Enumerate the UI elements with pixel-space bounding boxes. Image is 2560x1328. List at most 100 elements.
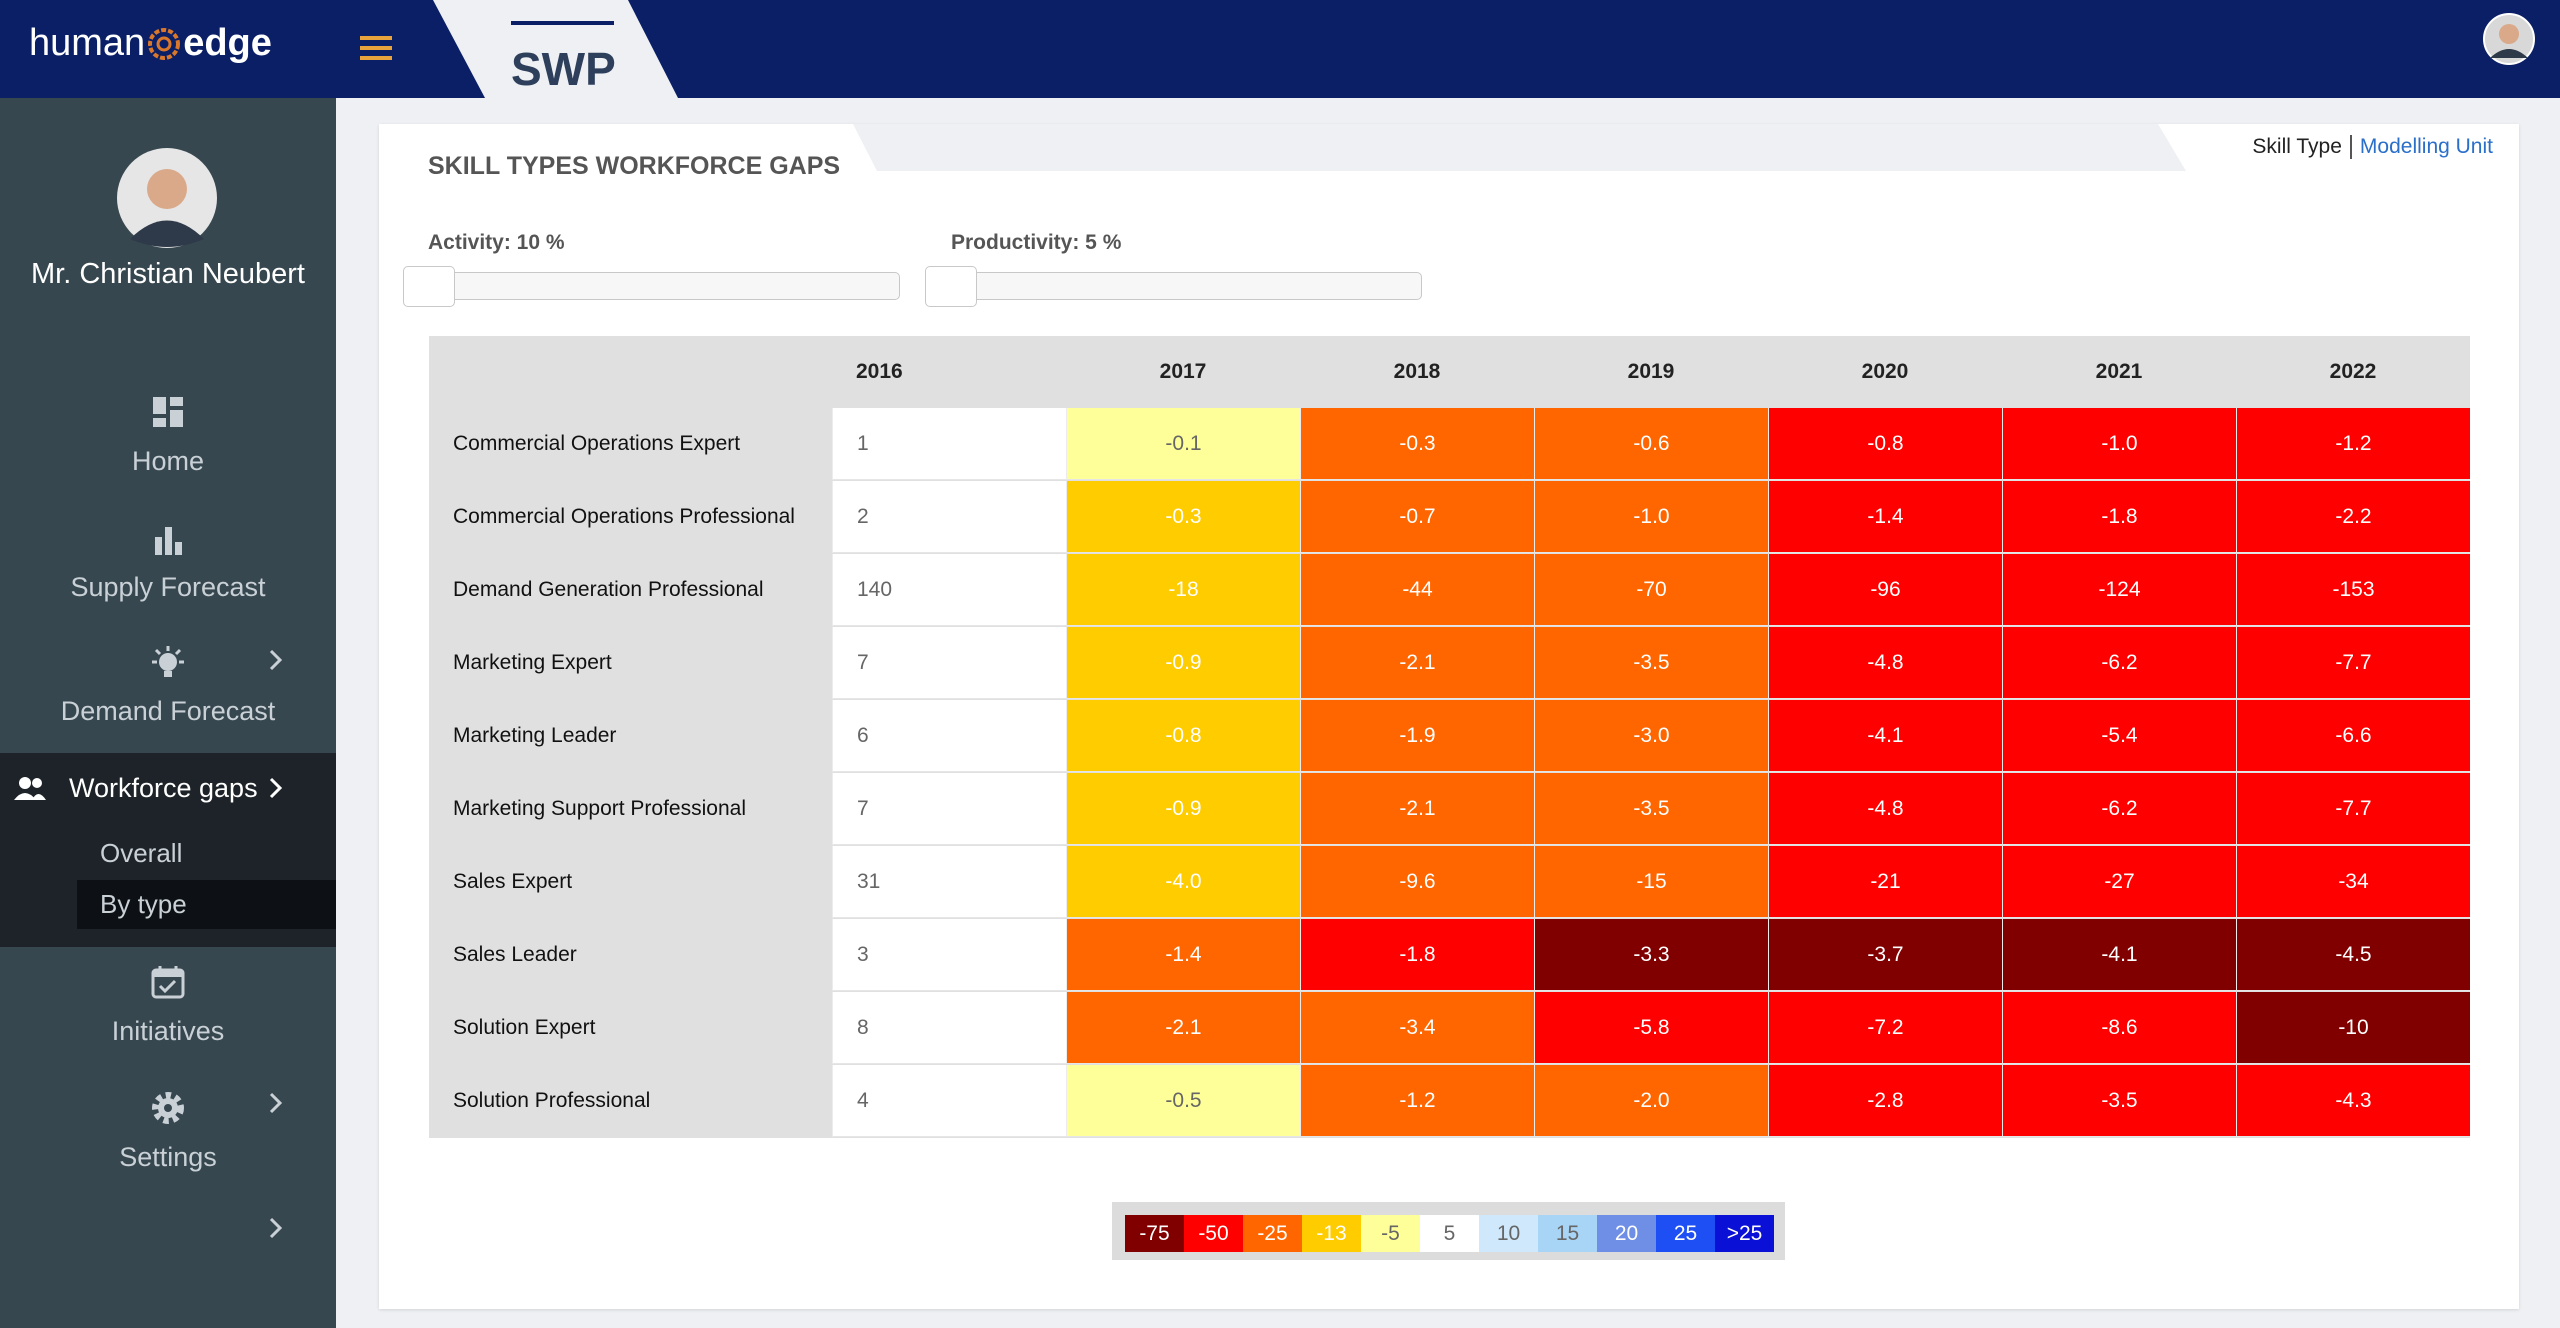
row-label: Commercial Operations Professional: [453, 505, 795, 528]
gap-cell: -4.8: [1768, 773, 2002, 845]
slider-track[interactable]: [925, 272, 1422, 300]
gap-cell: -153: [2236, 554, 2470, 626]
supply-icon: [155, 527, 182, 555]
tab[interactable]: Skill Type: [2252, 135, 2342, 158]
legend-item: -5: [1361, 1215, 1420, 1252]
nav-item[interactable]: Demand Forecast: [60, 696, 276, 726]
gap-cell: -5.4: [2002, 700, 2236, 772]
column-header: 2018: [1393, 360, 1441, 383]
row-label: Commercial Operations Expert: [453, 432, 741, 455]
gap-cell: -0.3: [1300, 408, 1534, 480]
row-label: Demand Generation Professional: [453, 578, 764, 601]
gap-cell: -18: [1066, 554, 1300, 626]
home-icon: [153, 397, 183, 427]
logo-left: human: [29, 22, 146, 64]
gap-cell: -4.5: [2236, 919, 2470, 991]
gap-cell: 3: [832, 919, 1066, 991]
gap-cell: -2.0: [1534, 1065, 1768, 1137]
gap-cell: 6: [832, 700, 1066, 772]
gap-cell: -4.8: [1768, 627, 2002, 699]
gap-cell: -1.4: [1066, 919, 1300, 991]
user-name: Mr. Christian Neubert: [31, 258, 305, 290]
row-label: Sales Leader: [453, 943, 577, 966]
gap-cell: -0.9: [1066, 773, 1300, 845]
gap-cell: -2.1: [1300, 773, 1534, 845]
row-label: Marketing Expert: [453, 651, 612, 674]
menu-button[interactable]: [360, 34, 394, 62]
sub-item[interactable]: By type: [100, 889, 187, 919]
top-bar: human edge SWP: [0, 0, 2560, 98]
gap-cell: -2.8: [1768, 1065, 2002, 1137]
user-avatar: [117, 148, 217, 248]
gap-cell: -3.7: [1768, 919, 2002, 991]
sub-item[interactable]: Overall: [100, 838, 183, 868]
gap-cell: -3.3: [1534, 919, 1768, 991]
panel-title: SKILL TYPES WORKFORCE GAPS: [428, 152, 841, 180]
header-avatar[interactable]: [2482, 12, 2536, 66]
gap-cell: -2.1: [1300, 627, 1534, 699]
gap-cell: 7: [832, 773, 1066, 845]
column-header: 2021: [2095, 360, 2143, 383]
nav-item[interactable]: Initiatives: [111, 1016, 225, 1046]
legend-item: 5: [1420, 1215, 1479, 1252]
gap-cell: -7.7: [2236, 627, 2470, 699]
nav-item[interactable]: Workforce gaps: [69, 773, 258, 803]
panel-tabs: [853, 124, 2186, 171]
gap-cell: -8.6: [2002, 992, 2236, 1064]
gap-cell: -1.2: [2236, 408, 2470, 480]
legend-item: 15: [1538, 1215, 1597, 1252]
legend: -75 -50 -25 -13 -5 5 10 15 20 25 >25: [1112, 1202, 1785, 1260]
gap-cell: -6.2: [2002, 773, 2236, 845]
gap-cell: -4.0: [1066, 846, 1300, 918]
gap-table: 2016 2017 2018 2019 2020 2021 2022 Commercial O…: [429, 336, 2470, 1138]
gap-cell: -0.8: [1768, 408, 2002, 480]
nav-item[interactable]: Home: [131, 446, 205, 476]
gap-cell: -3.0: [1534, 700, 1768, 772]
gap-cell: -27: [2002, 846, 2236, 918]
gap-cell: -0.1: [1066, 408, 1300, 480]
slider-thumb[interactable]: [403, 266, 455, 307]
gap-cell: -1.0: [1534, 481, 1768, 553]
logo[interactable]: human edge: [29, 22, 272, 65]
gap-cell: -6.2: [2002, 627, 2236, 699]
gap-cell: -1.8: [1300, 919, 1534, 991]
gap-cell: -4.1: [1768, 700, 2002, 772]
gap-cell: -9.6: [1300, 846, 1534, 918]
slider-label: Productivity: 5 %: [951, 231, 1122, 254]
app-tab: [433, 0, 678, 98]
gap-cell: -2.1: [1066, 992, 1300, 1064]
legend-item: >25: [1715, 1215, 1774, 1252]
gap-cell: -0.6: [1534, 408, 1768, 480]
logo-icon: [148, 27, 181, 60]
gap-cell: 2: [832, 481, 1066, 553]
row-label: Marketing Support Professional: [453, 797, 746, 820]
gap-cell: -70: [1534, 554, 1768, 626]
column-header: 2022: [2329, 360, 2377, 383]
row-label: Solution Professional: [453, 1089, 651, 1112]
logo-right: edge: [183, 22, 272, 64]
legend-item: -50: [1184, 1215, 1243, 1252]
column-header: 2019: [1627, 360, 1675, 383]
sub-active: [77, 880, 336, 929]
slider-thumb[interactable]: [925, 266, 977, 307]
row-label: Marketing Leader: [453, 724, 617, 747]
legend-item: -25: [1243, 1215, 1302, 1252]
gap-cell: -1.2: [1300, 1065, 1534, 1137]
gap-cell: -124: [2002, 554, 2236, 626]
gap-cell: 1: [832, 408, 1066, 480]
gap-cell: -1.8: [2002, 481, 2236, 553]
initiatives-icon: [151, 966, 185, 999]
app-name: SWP: [511, 43, 616, 95]
slider-track[interactable]: [403, 272, 900, 300]
nav-item[interactable]: Supply Forecast: [70, 572, 266, 602]
chevron: [269, 1217, 283, 1239]
row-label: Sales Expert: [453, 870, 573, 893]
gap-cell: -5.8: [1534, 992, 1768, 1064]
sidebar: Mr. Christian Neubert Home Supply Foreca…: [0, 98, 336, 1328]
tab[interactable]: Modelling Unit: [2349, 135, 2493, 159]
gap-cell: -0.7: [1300, 481, 1534, 553]
nav-item[interactable]: Settings: [119, 1142, 217, 1172]
gap-cell: -0.9: [1066, 627, 1300, 699]
gap-cell: -15: [1534, 846, 1768, 918]
